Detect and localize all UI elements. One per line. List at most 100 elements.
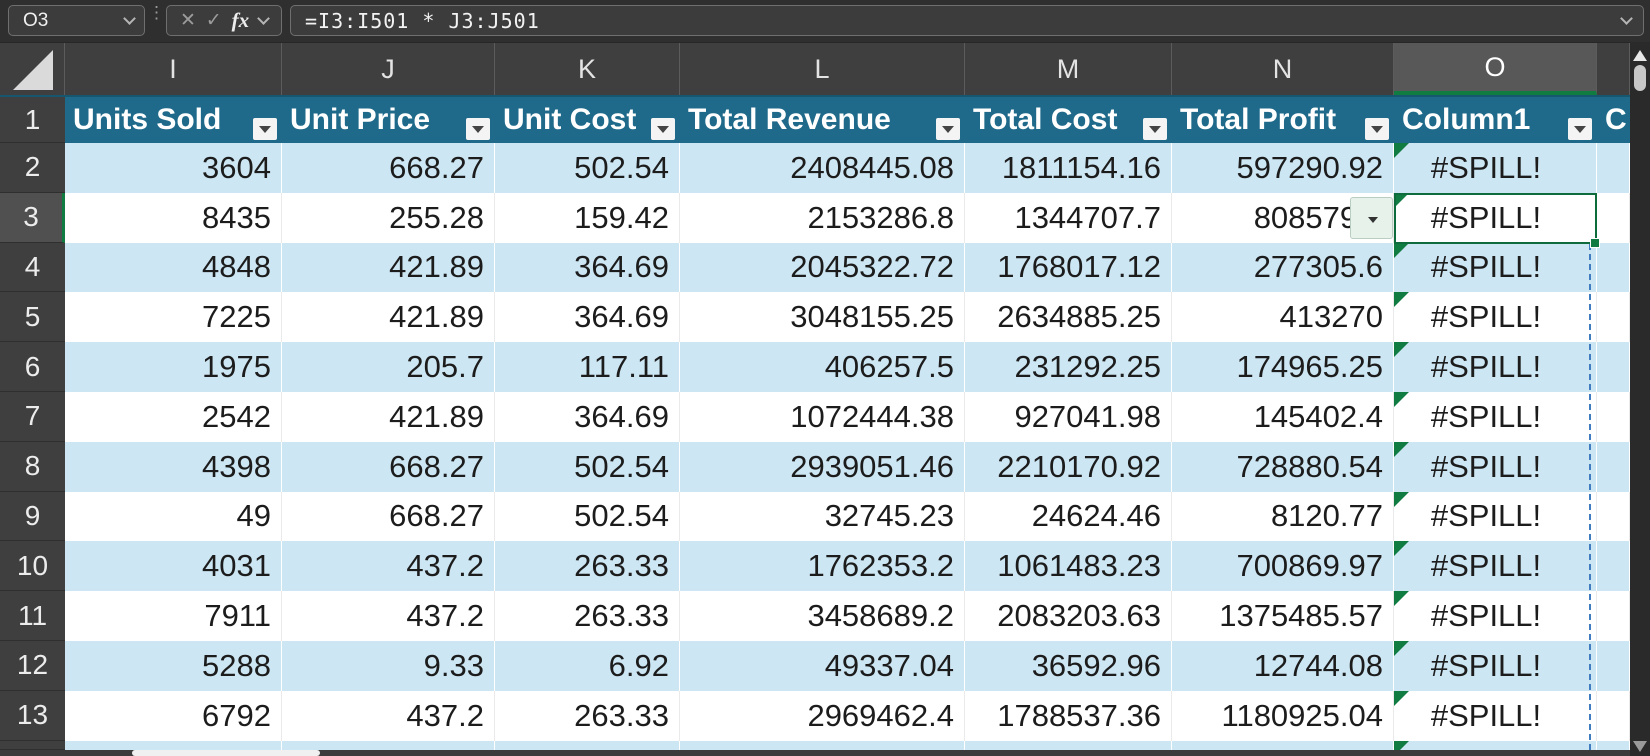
cell-M3[interactable]: 1344707.7	[965, 192, 1172, 243]
cell-N12[interactable]: 12744.08	[1172, 640, 1394, 691]
row-header-8[interactable]: 8	[0, 441, 65, 492]
formula-input[interactable]: =I3:I501 * J3:J501	[290, 5, 1644, 36]
cell-I6[interactable]: 1975	[65, 342, 282, 392]
cell-I2[interactable]: 3604	[65, 143, 282, 193]
table-header-unit-price[interactable]: Unit Price	[282, 97, 495, 143]
table-header-total-profit[interactable]: Total Profit	[1172, 97, 1394, 143]
cell-N8[interactable]: 728880.54	[1172, 441, 1394, 492]
cell-N6[interactable]: 174965.25	[1172, 342, 1394, 392]
cell-K5[interactable]: 364.69	[495, 292, 680, 343]
cell-N2[interactable]: 597290.92	[1172, 143, 1394, 193]
cell-O9[interactable]: #SPILL!	[1394, 491, 1597, 542]
row-header-9[interactable]: 9	[0, 491, 65, 542]
cell-J6[interactable]: 205.7	[282, 342, 495, 392]
cell-M7[interactable]: 927041.98	[965, 391, 1172, 442]
cell-J9[interactable]: 668.27	[282, 491, 495, 542]
cell-L3[interactable]: 2153286.8	[680, 192, 965, 243]
cell-K12[interactable]: 6.92	[495, 640, 680, 691]
cell-O3[interactable]: #SPILL!	[1394, 192, 1597, 243]
cell-I9[interactable]: 49	[65, 491, 282, 542]
cell-L10[interactable]: 1762353.2	[680, 541, 965, 592]
cell-K2[interactable]: 502.54	[495, 143, 680, 193]
cell-O5[interactable]: #SPILL!	[1394, 292, 1597, 343]
column-header-partial[interactable]	[1597, 43, 1630, 95]
cell-N7[interactable]: 145402.4	[1172, 391, 1394, 442]
cell-O4[interactable]: #SPILL!	[1394, 242, 1597, 293]
cell-J10[interactable]: 437.2	[282, 541, 495, 592]
cell-J2[interactable]: 668.27	[282, 143, 495, 193]
cell-M6[interactable]: 231292.25	[965, 342, 1172, 392]
cancel-icon[interactable]: ✕	[179, 10, 196, 31]
cell-I7[interactable]: 2542	[65, 391, 282, 442]
cell-L12[interactable]: 49337.04	[680, 640, 965, 691]
cell-P2[interactable]	[1597, 143, 1630, 193]
cell-L8[interactable]: 2939051.46	[680, 441, 965, 492]
formula-bar-options-icon[interactable]: ⋮	[148, 3, 165, 22]
table-header-column1[interactable]: Column1	[1394, 97, 1597, 143]
cell-I5[interactable]: 7225	[65, 292, 282, 343]
table-header-units-sold[interactable]: Units Sold	[65, 97, 282, 143]
cell-M13[interactable]: 1788537.36	[965, 690, 1172, 741]
cell-J13[interactable]: 437.2	[282, 690, 495, 741]
cell-O2[interactable]: #SPILL!	[1394, 143, 1597, 193]
filter-button-column1[interactable]	[1568, 118, 1592, 140]
cell-K10[interactable]: 263.33	[495, 541, 680, 592]
row-header-10[interactable]: 10	[0, 541, 65, 592]
cell-I14-partial[interactable]	[65, 740, 282, 750]
cell-M5[interactable]: 2634885.25	[965, 292, 1172, 343]
cell-P10[interactable]	[1597, 541, 1630, 592]
row-header-14-partial[interactable]	[0, 740, 65, 750]
horizontal-scrollbar-thumb[interactable]	[132, 750, 320, 756]
cell-K9[interactable]: 502.54	[495, 491, 680, 542]
cell-L4[interactable]: 2045322.72	[680, 242, 965, 293]
scroll-up-icon[interactable]	[1633, 50, 1647, 61]
cell-K6[interactable]: 117.11	[495, 342, 680, 392]
cell-M10[interactable]: 1061483.23	[965, 541, 1172, 592]
cell-J7[interactable]: 421.89	[282, 391, 495, 442]
chevron-down-icon[interactable]	[123, 12, 136, 25]
enter-icon[interactable]: ✓	[205, 10, 222, 31]
cell-O7[interactable]: #SPILL!	[1394, 391, 1597, 442]
cell-N13[interactable]: 1180925.04	[1172, 690, 1394, 741]
row-header-2[interactable]: 2	[0, 143, 65, 193]
cell-L7[interactable]: 1072444.38	[680, 391, 965, 442]
cell-J11[interactable]: 437.2	[282, 591, 495, 641]
cell-K3[interactable]: 159.42	[495, 192, 680, 243]
select-all-corner[interactable]	[0, 43, 65, 95]
cell-P5[interactable]	[1597, 292, 1630, 343]
row-header-3[interactable]: 3	[0, 192, 65, 243]
cell-O11[interactable]: #SPILL!	[1394, 591, 1597, 641]
row-header-1[interactable]: 1	[0, 97, 65, 143]
column-header-L[interactable]: L	[680, 43, 965, 95]
table-header-unit-cost[interactable]: Unit Cost	[495, 97, 680, 143]
cell-I8[interactable]: 4398	[65, 441, 282, 492]
cell-N4[interactable]: 277305.6	[1172, 242, 1394, 293]
cell-P7[interactable]	[1597, 391, 1630, 442]
filter-button-units-sold[interactable]	[253, 118, 277, 140]
cell-P9[interactable]	[1597, 491, 1630, 542]
cell-I11[interactable]: 7911	[65, 591, 282, 641]
cell-N10[interactable]: 700869.97	[1172, 541, 1394, 592]
cell-M12[interactable]: 36592.96	[965, 640, 1172, 691]
cell-J5[interactable]: 421.89	[282, 292, 495, 343]
cell-M11[interactable]: 2083203.63	[965, 591, 1172, 641]
filter-button-total-profit[interactable]	[1365, 118, 1389, 140]
table-header-total-cost[interactable]: Total Cost	[965, 97, 1172, 143]
cell-O6[interactable]: #SPILL!	[1394, 342, 1597, 392]
scroll-down-icon[interactable]	[1633, 741, 1647, 752]
cell-L6[interactable]: 406257.5	[680, 342, 965, 392]
cell-M2[interactable]: 1811154.16	[965, 143, 1172, 193]
cell-N11[interactable]: 1375485.57	[1172, 591, 1394, 641]
cell-O10[interactable]: #SPILL!	[1394, 541, 1597, 592]
cell-P14-partial[interactable]	[1597, 740, 1630, 750]
cell-N9[interactable]: 8120.77	[1172, 491, 1394, 542]
cell-P12[interactable]	[1597, 640, 1630, 691]
row-header-12[interactable]: 12	[0, 640, 65, 691]
column-header-J[interactable]: J	[282, 43, 495, 95]
cell-L9[interactable]: 32745.23	[680, 491, 965, 542]
error-warning-button[interactable]	[1350, 197, 1393, 239]
insert-function-icon[interactable]: fx	[231, 8, 250, 32]
row-header-5[interactable]: 5	[0, 292, 65, 343]
cell-M4[interactable]: 1768017.12	[965, 242, 1172, 293]
row-header-13[interactable]: 13	[0, 690, 65, 741]
